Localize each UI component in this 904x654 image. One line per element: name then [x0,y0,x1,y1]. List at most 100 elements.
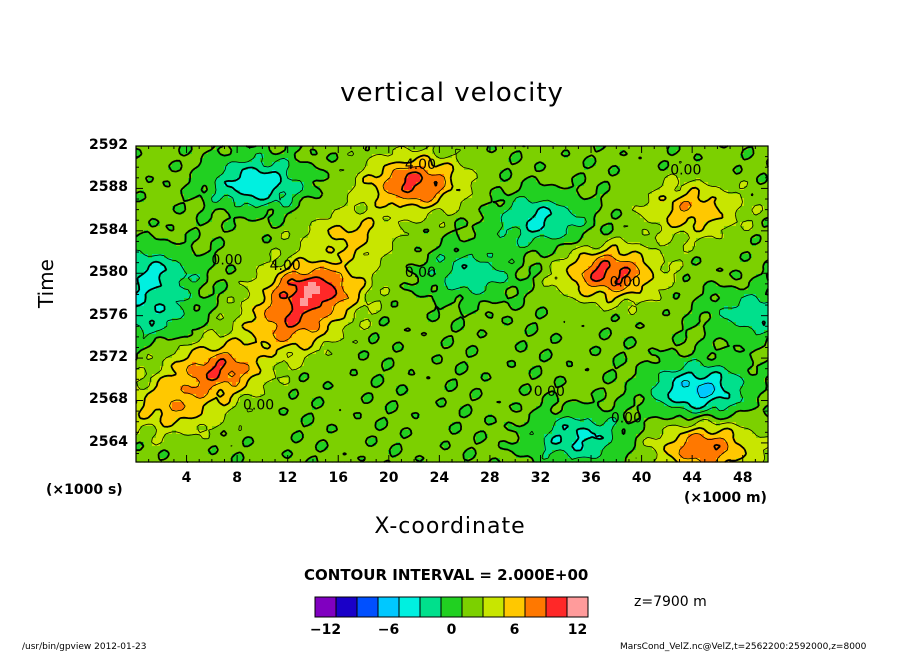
field-cell [560,226,565,231]
field-cell [568,230,573,235]
field-cell [460,214,465,219]
field-cell [424,186,429,191]
field-cell [464,194,469,199]
field-cell [268,246,273,251]
field-cell [204,158,209,163]
field-cell [356,206,361,211]
field-cell [504,222,509,227]
field-cell [564,234,569,239]
field-cell [136,202,141,207]
field-cell [384,210,389,215]
field-cell [696,214,701,219]
field-cell [420,190,425,195]
field-cell [648,162,653,167]
field-cell [308,198,313,203]
field-cell [392,254,397,259]
field-cell [600,174,605,179]
field-cell [696,222,701,227]
field-cell [564,174,569,179]
field-cell [352,150,357,155]
field-cell [164,270,169,275]
field-cell [248,266,253,271]
field-cell [524,150,529,155]
field-cell [476,250,481,255]
field-cell [492,158,497,163]
field-cell [168,258,173,263]
field-cell [368,206,373,211]
field-cell [484,182,489,187]
field-cell [444,174,449,179]
field-cell [744,186,749,191]
field-cell [516,146,521,151]
field-cell [376,182,381,187]
field-cell [644,222,649,227]
field-cell [588,266,593,271]
field-cell [160,242,165,247]
field-cell [256,194,261,199]
field-cell [644,246,649,251]
field-cell [244,190,249,195]
field-cell [324,238,329,243]
field-cell [484,246,489,251]
field-cell [664,226,669,231]
field-cell [744,178,749,183]
field-cell [440,150,445,155]
field-cell [744,170,749,175]
field-cell [192,210,197,215]
field-cell [396,238,401,243]
field-cell [368,210,373,215]
field-cell [692,246,697,251]
field-cell [260,254,265,259]
field-cell [596,222,601,227]
field-cell [664,198,669,203]
field-cell [196,246,201,251]
field-cell [472,218,477,223]
field-cell [212,146,217,151]
field-cell [532,258,537,263]
field-cell [756,254,761,259]
field-cell [656,254,661,259]
field-cell [732,214,737,219]
field-cell [648,186,653,191]
field-cell [668,166,673,171]
field-cell [192,198,197,203]
field-cell [684,198,689,203]
field-cell [700,146,705,151]
field-cell [148,206,153,211]
field-cell [364,266,369,271]
field-cell [608,158,613,163]
field-cell [588,202,593,207]
field-cell [364,226,369,231]
field-cell [276,242,281,247]
field-cell [172,234,177,239]
field-cell [764,226,769,231]
field-cell [324,234,329,239]
field-cell [524,178,529,183]
field-cell [164,150,169,155]
field-cell [268,210,273,215]
field-cell [196,234,201,239]
field-cell [444,170,449,175]
field-cell [560,162,565,167]
field-cell [220,210,225,215]
field-cell [460,242,465,247]
field-cell [276,178,281,183]
field-cell [136,206,141,211]
field-cell [332,182,337,187]
field-cell [220,254,225,259]
field-cell [432,170,437,175]
field-cell [572,258,577,263]
field-cell [192,154,197,159]
field-cell [232,162,237,167]
field-cell [164,162,169,167]
field-cell [636,258,641,263]
field-cell [532,234,537,239]
field-cell [308,154,313,159]
field-cell [416,166,421,171]
field-cell [520,206,525,211]
field-cell [476,246,481,251]
field-cell [752,174,757,179]
field-cell [564,250,569,255]
field-cell [532,146,537,151]
field-cell [276,198,281,203]
